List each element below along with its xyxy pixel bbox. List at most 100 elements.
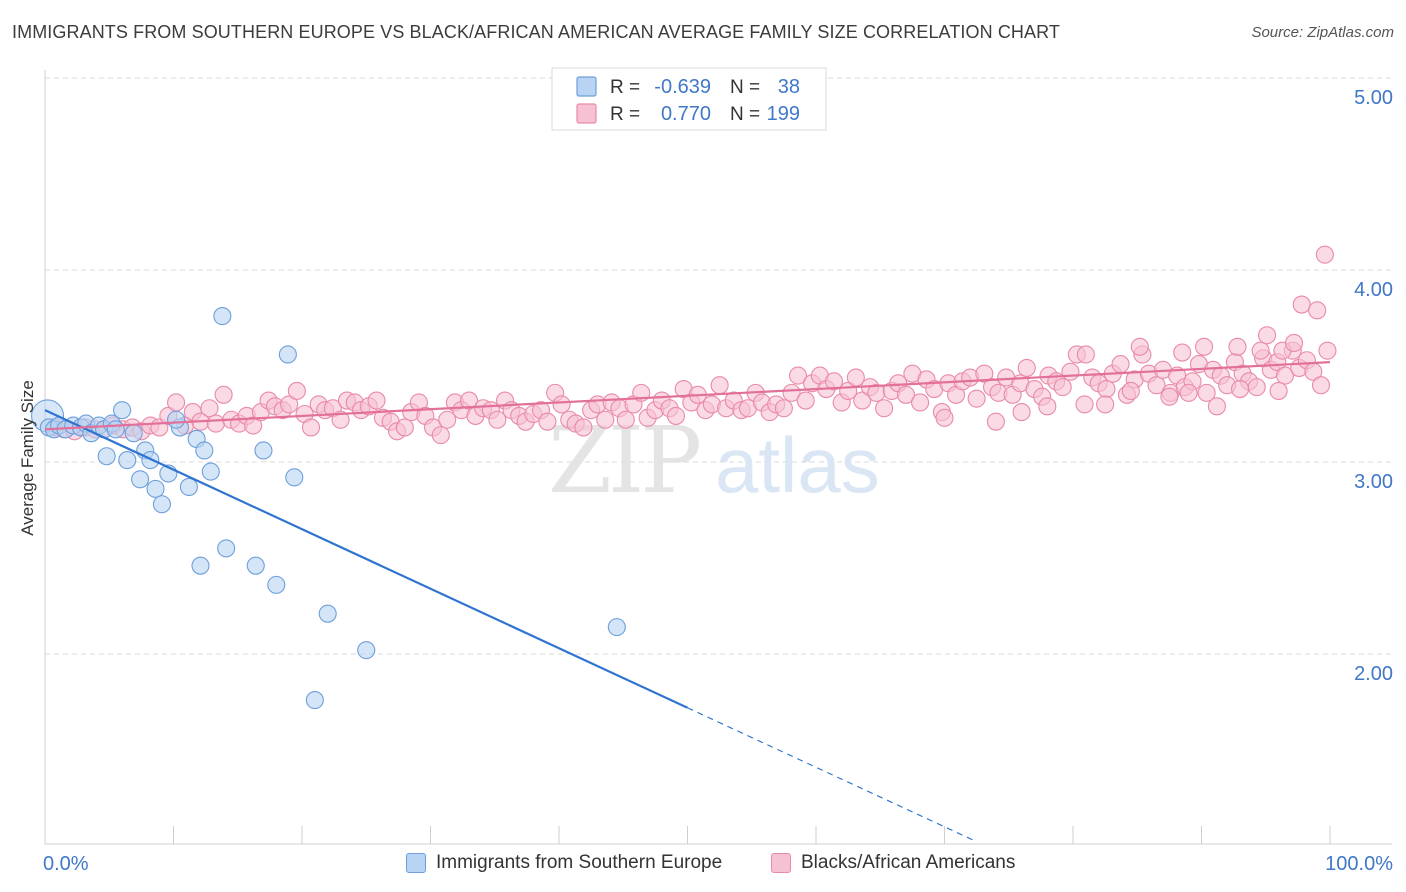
- blue-point: [318, 604, 337, 623]
- pink-point: [975, 364, 994, 383]
- pink-point: [774, 399, 793, 418]
- pink-point: [395, 418, 414, 437]
- pink-point: [367, 391, 386, 410]
- pink-point: [1061, 362, 1080, 381]
- blue-point: [267, 575, 286, 594]
- legend-item-southern-europe: Immigrants from Southern Europe: [406, 852, 722, 874]
- blue-point: [195, 441, 214, 460]
- blue-point: [152, 495, 171, 514]
- blue-point: [254, 441, 273, 460]
- chart-title: IMMIGRANTS FROM SOUTHERN EUROPE VS BLACK…: [12, 22, 1060, 42]
- blue-point: [357, 641, 376, 660]
- pink-point: [1130, 337, 1149, 356]
- stats-n-label: N =: [730, 77, 760, 98]
- blue-trend-line: [44, 409, 688, 709]
- pink-point: [853, 391, 872, 410]
- legend-swatch-pink: [771, 853, 791, 873]
- blue-point: [201, 462, 220, 481]
- pink-point: [782, 383, 801, 402]
- stats-legend-box: [551, 67, 827, 131]
- pink-point: [1257, 326, 1277, 345]
- pink-point: [459, 391, 479, 410]
- pink-point: [200, 399, 219, 418]
- pink-point: [1121, 381, 1140, 401]
- pink-point: [1292, 295, 1311, 314]
- y-tick-label: 4.00: [1354, 279, 1393, 301]
- pink-point: [1097, 379, 1116, 399]
- blue-points: [31, 307, 626, 710]
- blue-point: [167, 410, 186, 429]
- stats-r-label: R =: [610, 77, 640, 98]
- blue-point: [113, 401, 132, 420]
- pink-point: [488, 410, 507, 429]
- pink-point: [244, 416, 263, 435]
- pink-point: [1308, 301, 1327, 320]
- pink-point: [167, 393, 186, 412]
- pink-point: [552, 395, 571, 414]
- pink-point: [616, 410, 635, 429]
- pink-point: [824, 372, 844, 391]
- stats-swatch-blue: [576, 76, 597, 97]
- pink-point: [1173, 343, 1192, 362]
- pink-point: [1096, 395, 1115, 414]
- pink-trend-line: [44, 361, 1331, 431]
- blue-point: [285, 468, 304, 487]
- pink-point: [574, 418, 593, 437]
- pink-point: [1012, 403, 1031, 422]
- pink-point: [1147, 376, 1166, 395]
- pink-point: [710, 376, 729, 395]
- series-legend: Immigrants from Southern Europe Blacks/A…: [0, 852, 1406, 878]
- pink-point: [1076, 345, 1095, 364]
- pink-point: [1179, 383, 1198, 402]
- pink-point: [1311, 376, 1331, 395]
- pink-point: [1231, 379, 1250, 399]
- pink-point: [1038, 397, 1057, 416]
- stats-legend: R = -0.639 N = 38 R = 0.770 N = 199: [551, 67, 827, 131]
- stats-n-value: 38: [778, 76, 800, 98]
- pink-point: [596, 410, 615, 429]
- pink-point: [1275, 366, 1295, 385]
- pink-point: [911, 393, 930, 412]
- blue-point: [106, 420, 125, 439]
- pink-point: [1195, 337, 1214, 356]
- blue-point: [118, 451, 137, 470]
- blue-point: [213, 307, 232, 326]
- stats-r-value: -0.639: [654, 76, 711, 98]
- pink-point: [1247, 378, 1266, 397]
- pink-point: [666, 406, 685, 425]
- legend-label-black-african-american: Blacks/African Americans: [801, 852, 1016, 873]
- pink-point: [431, 426, 450, 445]
- blue-point: [191, 556, 210, 575]
- x-tick-label-min: 0.0%: [43, 853, 89, 875]
- blue-point: [278, 345, 297, 364]
- blue-point: [124, 424, 143, 443]
- y-tick-label: 2.00: [1354, 663, 1393, 685]
- blue-trend-extension: [687, 707, 977, 843]
- pink-point: [1207, 397, 1226, 416]
- axes: [44, 70, 1392, 845]
- pink-point: [301, 418, 321, 437]
- pink-point: [896, 385, 916, 404]
- pink-point: [331, 410, 350, 429]
- pink-point: [280, 395, 299, 414]
- blue-point: [305, 691, 324, 710]
- blue-point: [179, 477, 198, 497]
- pink-point: [287, 381, 306, 401]
- blue-point: [97, 447, 116, 466]
- pink-point: [206, 414, 225, 433]
- stats-n-value: 199: [767, 103, 800, 125]
- blue-point: [607, 618, 626, 637]
- stats-n-label: N =: [730, 104, 760, 125]
- pink-point: [986, 412, 1005, 431]
- tick-labels: 2.00 3.00 4.00 5.00 0.0% 100.0%: [43, 87, 1393, 875]
- legend-swatch-blue: [406, 853, 426, 873]
- pink-point: [1111, 355, 1130, 374]
- pink-point: [1197, 383, 1216, 402]
- stats-r-label: R =: [610, 104, 640, 125]
- pink-point: [438, 410, 457, 429]
- pink-point: [1315, 245, 1334, 264]
- blue-point: [131, 470, 150, 489]
- legend-label-southern-europe: Immigrants from Southern Europe: [436, 852, 723, 873]
- pink-point: [788, 366, 808, 385]
